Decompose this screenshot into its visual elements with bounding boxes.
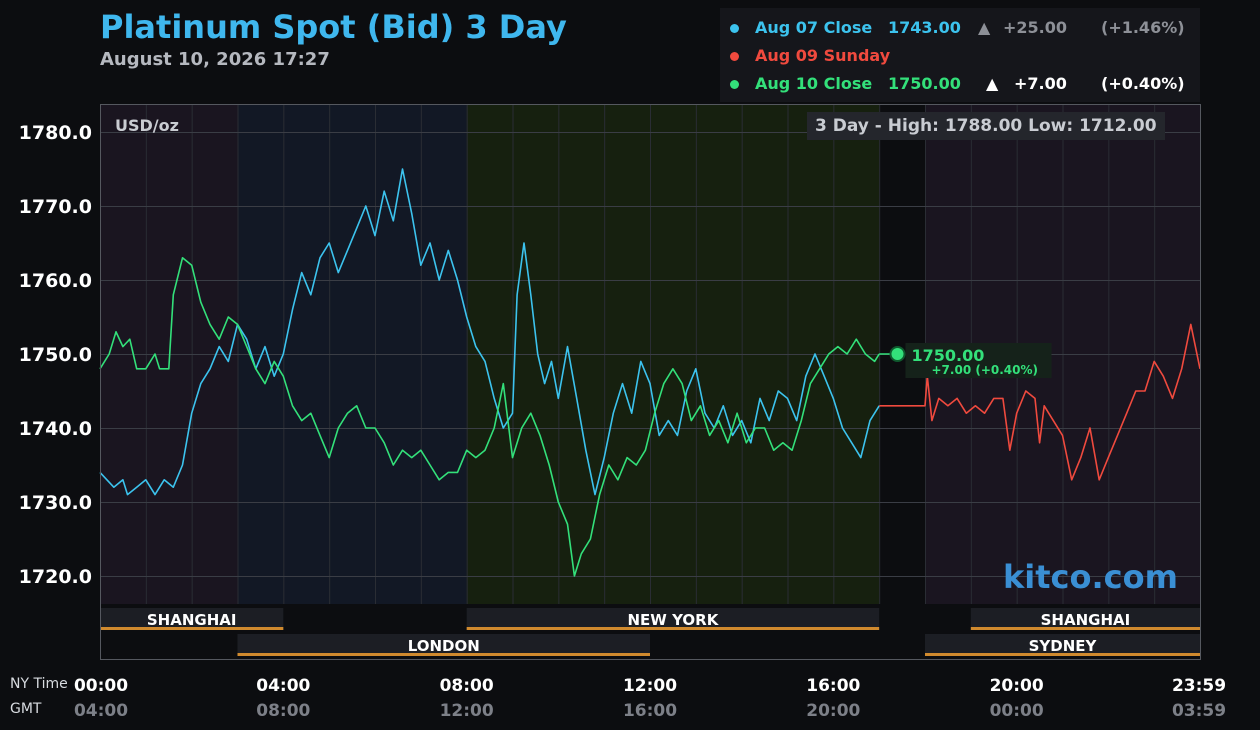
series-line-aug-09 xyxy=(879,323,1201,481)
background-band xyxy=(237,105,467,660)
y-tick-label: 1780.0 xyxy=(19,122,92,144)
legend-change: +7.00 xyxy=(1014,74,1067,93)
session-label: SHANGHAI xyxy=(147,611,237,629)
session-bars: SHANGHAI LONDON NEW YORK SYDNEY SHANGHAI xyxy=(100,604,1200,660)
session-label: SHANGHAI xyxy=(1041,611,1131,629)
x-tick-ny: 04:00 xyxy=(256,676,311,696)
session-block xyxy=(970,608,1200,630)
legend-dot-icon xyxy=(730,52,739,61)
plot-frame xyxy=(100,104,1201,660)
up-arrow-icon: ▲ xyxy=(978,18,991,37)
legend-price: 1743.00 xyxy=(888,18,961,37)
last-price-box xyxy=(905,343,1052,378)
x-tick-gmt: 20:00 xyxy=(806,701,861,721)
ny-time-row-label: NY Time xyxy=(10,676,68,692)
legend-change: +25.00 xyxy=(1003,18,1068,37)
series-line-aug-07 xyxy=(99,168,880,496)
legend-label: Aug 09 Sunday xyxy=(755,46,891,65)
session-label: SYDNEY xyxy=(1029,637,1098,655)
y-tick-label: 1760.0 xyxy=(19,270,92,292)
legend-dot-icon xyxy=(730,24,739,33)
session-underline xyxy=(970,627,1200,630)
x-tick-gmt: 16:00 xyxy=(622,701,678,721)
x-tick-ny: 12:00 xyxy=(622,676,678,696)
up-arrow-icon: ▲ xyxy=(986,74,999,93)
y-tick-label: 1750.0 xyxy=(19,344,92,366)
session-underline xyxy=(466,627,880,630)
x-tick-ny: 08:00 xyxy=(439,676,494,696)
last-price-dot-icon xyxy=(889,346,906,362)
legend-price: 1750.00 xyxy=(888,74,961,93)
session-block xyxy=(466,608,880,630)
last-price-marker: 1750.00+7.00 (+0.40%) xyxy=(879,343,1052,378)
legend-percent: (+1.46%) xyxy=(1101,18,1185,37)
x-tick-ny: 20:00 xyxy=(989,676,1044,696)
x-tick-gmt: 03:59 xyxy=(1171,701,1227,721)
series-line-aug-10 xyxy=(99,256,880,577)
chart-timestamp: August 10, 2026 17:27 xyxy=(100,49,330,70)
y-axis-ticks: 1720.0 1730.0 1740.0 1750.0 1760.0 1770.0 1780… xyxy=(19,122,92,588)
kitco-watermark: kitco.com xyxy=(1003,558,1178,596)
session-underline xyxy=(100,627,284,630)
chart-title: Platinum Spot (Bid) 3 Day xyxy=(100,8,567,46)
session-label: NEW YORK xyxy=(628,611,720,629)
legend-panel: Aug 07 Close 1743.00 ▲ +25.00 (+1.46%) A… xyxy=(720,8,1200,102)
legend-label: Aug 10 Close xyxy=(755,74,873,93)
background-band xyxy=(879,105,925,660)
session-label: LONDON xyxy=(408,637,480,655)
y-tick-label: 1740.0 xyxy=(19,418,92,440)
series-lines xyxy=(99,168,1201,577)
session-block xyxy=(925,634,1200,656)
y-tick-label: 1730.0 xyxy=(19,492,92,514)
x-tick-gmt: 12:00 xyxy=(439,701,494,721)
session-underline xyxy=(925,653,1200,656)
high-low-box: 3 Day - High: 1788.00 Low: 1712.00 xyxy=(807,112,1165,140)
last-change-label: +7.00 (+0.40%) xyxy=(932,363,1039,377)
gmt-row-label: GMT xyxy=(10,701,42,717)
x-tick-gmt: 00:00 xyxy=(989,701,1044,721)
legend-percent: (+0.40%) xyxy=(1101,74,1185,93)
x-tick-ny: 16:00 xyxy=(806,676,861,696)
legend-dot-icon xyxy=(730,80,739,89)
background-band xyxy=(100,105,238,660)
session-block xyxy=(237,634,650,656)
session-underline xyxy=(237,653,650,656)
x-tick-ny: 00:00 xyxy=(73,676,129,696)
y-tick-label: 1770.0 xyxy=(19,196,92,218)
x-tick-ny: 23:59 xyxy=(1171,676,1227,696)
x-tick-gmt: 08:00 xyxy=(256,701,311,721)
y-tick-label: 1720.0 xyxy=(19,566,92,588)
legend-label: Aug 07 Close xyxy=(755,18,873,37)
session-block xyxy=(100,608,284,630)
unit-label: USD/oz xyxy=(115,116,179,135)
x-tick-gmt: 04:00 xyxy=(73,701,129,721)
last-price-label: 1750.00 xyxy=(912,346,985,365)
